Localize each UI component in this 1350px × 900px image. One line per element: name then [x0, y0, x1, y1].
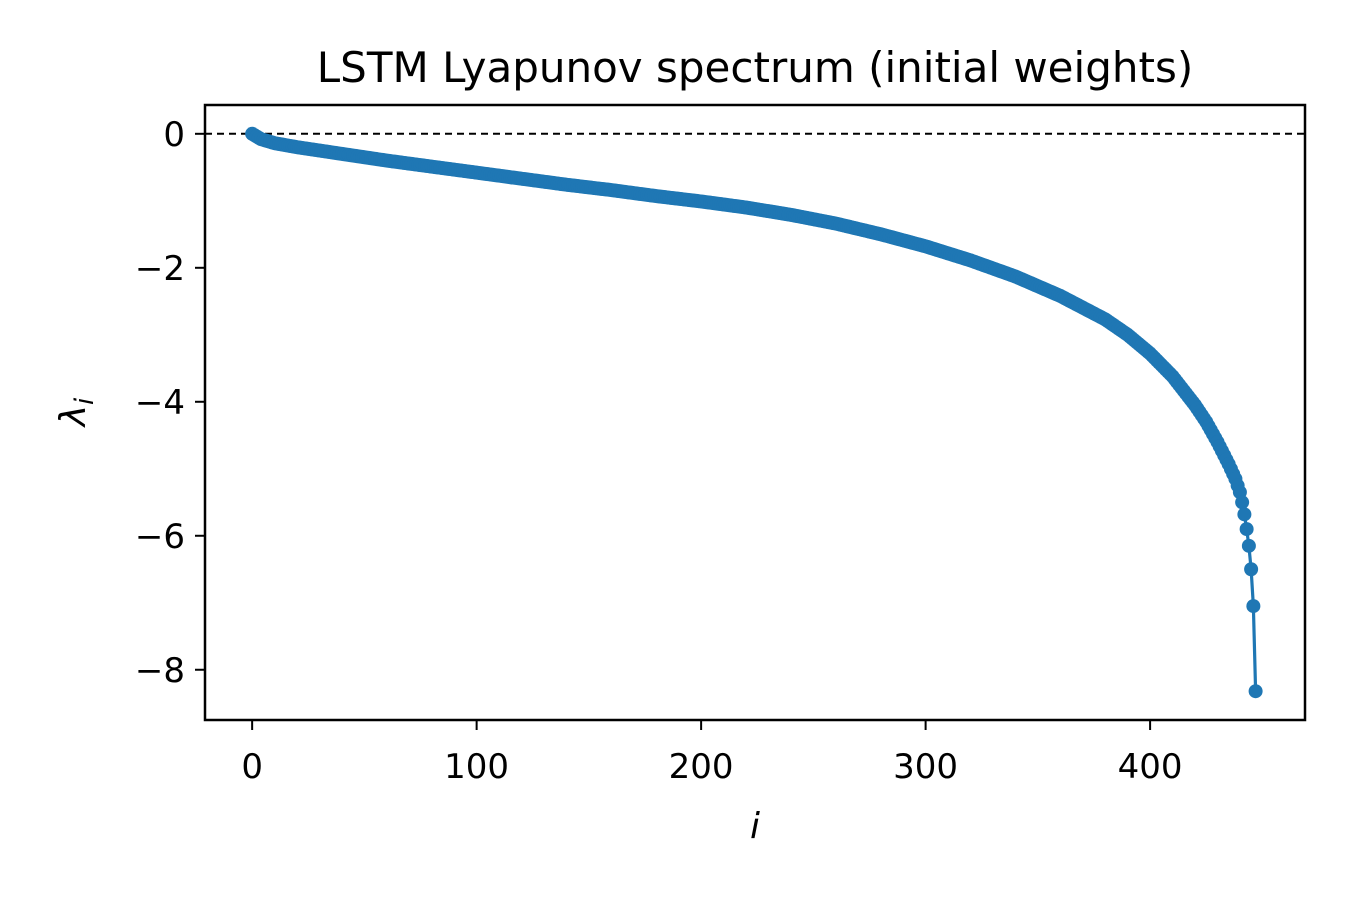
data-point	[1244, 562, 1259, 577]
y-axis-label-symbol: λ	[53, 405, 94, 428]
series-line	[251, 132, 1258, 692]
plot-frame	[203, 103, 1307, 722]
x-tick-label: 400	[1118, 747, 1183, 787]
x-tick-label: 100	[444, 747, 509, 787]
plot-area	[205, 126, 1305, 699]
series-points	[245, 126, 1263, 699]
y-axis-label-subscript: i	[70, 397, 100, 405]
y-axis: 0 −2 −4 −6 −8	[135, 115, 205, 691]
x-axis: 0 100 200 300 400	[241, 720, 1183, 787]
y-tick-label: −4	[135, 383, 185, 423]
y-tick-label: −8	[135, 651, 185, 691]
x-axis-label: i	[750, 806, 760, 847]
data-point	[1235, 495, 1250, 510]
data-point	[1239, 522, 1254, 537]
data-point	[1248, 684, 1263, 699]
y-tick-label: 0	[163, 115, 185, 155]
y-axis-label: λi	[53, 397, 100, 428]
data-point	[1241, 538, 1256, 553]
x-tick-label: 0	[241, 747, 263, 787]
y-tick-label: −6	[135, 517, 185, 557]
data-point	[1246, 599, 1261, 614]
chart-title: LSTM Lyapunov spectrum (initial weights)	[317, 43, 1193, 92]
x-tick-label: 200	[669, 747, 734, 787]
y-tick-label: −2	[135, 249, 185, 289]
data-point	[1237, 507, 1252, 522]
x-tick-label: 300	[893, 747, 958, 787]
